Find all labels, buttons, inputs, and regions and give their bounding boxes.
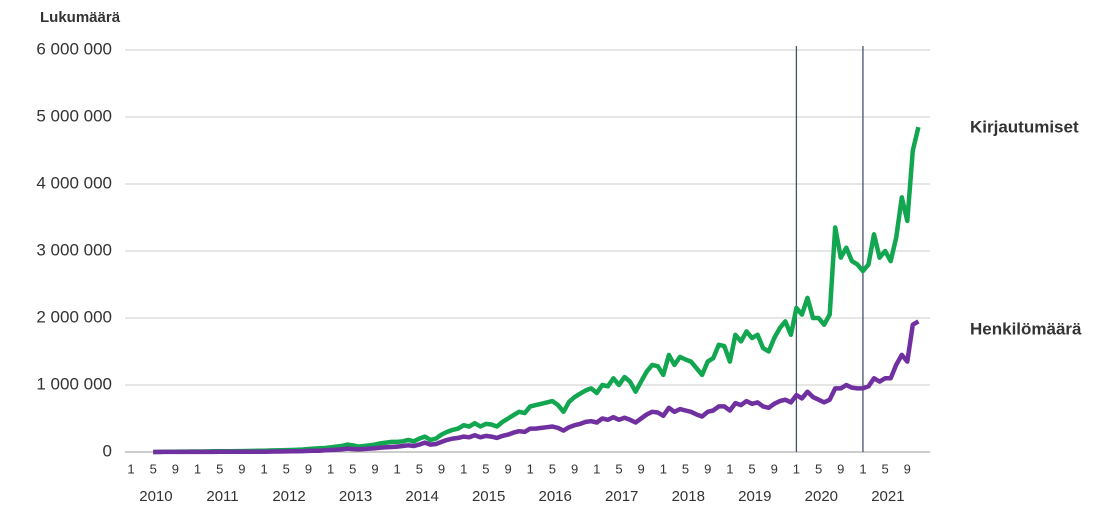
x-tick-label: 1 <box>527 461 534 476</box>
x-tick-label: 9 <box>837 461 844 476</box>
series-line <box>153 126 921 455</box>
x-tick-label: 5 <box>349 461 356 476</box>
year-label: 2021 <box>871 488 904 505</box>
x-tick-label: 5 <box>549 461 556 476</box>
x-tick-label: 1 <box>793 461 800 476</box>
x-tick-label: 9 <box>638 461 645 476</box>
series-label: Henkilömäärä <box>970 319 1082 338</box>
x-tick-label: 5 <box>482 461 489 476</box>
x-tick-label: 1 <box>127 461 134 476</box>
x-tick-label: 5 <box>283 461 290 476</box>
x-tick-label: 5 <box>882 461 889 476</box>
x-tick-label: 9 <box>904 461 911 476</box>
y-axis-title: Lukumäärä <box>40 9 121 26</box>
x-tick-label: 9 <box>504 461 511 476</box>
x-tick-label: 5 <box>682 461 689 476</box>
year-label: 2020 <box>805 488 838 505</box>
x-tick-label: 1 <box>726 461 733 476</box>
x-tick-label: 1 <box>660 461 667 476</box>
year-label: 2012 <box>272 488 305 505</box>
y-tick-label: 6 000 000 <box>36 39 112 58</box>
x-tick-label: 1 <box>460 461 467 476</box>
x-tick-label: 1 <box>593 461 600 476</box>
x-tick-label: 1 <box>394 461 401 476</box>
y-tick-label: 4 000 000 <box>36 173 112 192</box>
year-label: 2016 <box>539 488 572 505</box>
year-label: 2010 <box>139 488 172 505</box>
series-label: Kirjautumiset <box>970 117 1079 136</box>
x-tick-label: 5 <box>416 461 423 476</box>
x-tick-label: 9 <box>771 461 778 476</box>
year-label: 2017 <box>605 488 638 505</box>
series-line <box>153 319 920 455</box>
year-label: 2013 <box>339 488 372 505</box>
year-label: 2019 <box>738 488 771 505</box>
y-tick-label: 5 000 000 <box>36 106 112 125</box>
y-tick-label: 1 000 000 <box>36 374 112 393</box>
x-tick-label: 9 <box>571 461 578 476</box>
x-tick-label: 9 <box>371 461 378 476</box>
x-tick-label: 1 <box>260 461 267 476</box>
y-tick-label: 3 000 000 <box>36 240 112 259</box>
x-tick-label: 9 <box>172 461 179 476</box>
x-tick-label: 5 <box>150 461 157 476</box>
x-tick-label: 5 <box>748 461 755 476</box>
year-label: 2018 <box>672 488 705 505</box>
x-tick-label: 5 <box>216 461 223 476</box>
x-tick-label: 9 <box>238 461 245 476</box>
x-tick-label: 5 <box>815 461 822 476</box>
y-tick-label: 2 000 000 <box>36 307 112 326</box>
y-tick-label: 0 <box>103 441 112 460</box>
x-tick-label: 1 <box>859 461 866 476</box>
x-tick-label: 9 <box>704 461 711 476</box>
x-tick-label: 9 <box>438 461 445 476</box>
year-label: 2011 <box>206 488 238 505</box>
x-tick-label: 1 <box>327 461 334 476</box>
x-tick-label: 5 <box>615 461 622 476</box>
year-label: 2014 <box>405 488 438 505</box>
year-label: 2015 <box>472 488 505 505</box>
x-tick-label: 1 <box>194 461 201 476</box>
x-tick-label: 9 <box>305 461 312 476</box>
